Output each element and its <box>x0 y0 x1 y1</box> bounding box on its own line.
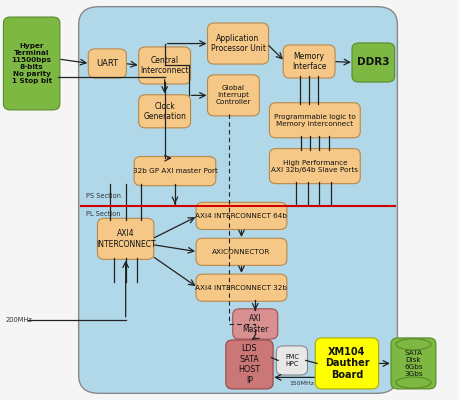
Text: PS Section: PS Section <box>85 193 120 199</box>
Text: 32b GP AXI master Port: 32b GP AXI master Port <box>132 168 217 174</box>
FancyBboxPatch shape <box>390 338 435 389</box>
FancyBboxPatch shape <box>139 47 190 84</box>
FancyBboxPatch shape <box>97 218 154 259</box>
Text: DDR3: DDR3 <box>356 58 389 68</box>
Text: Global
Interrupt
Controller: Global Interrupt Controller <box>215 85 251 105</box>
Text: AXI4 INTERCONNECT 64b: AXI4 INTERCONNECT 64b <box>195 213 287 219</box>
FancyBboxPatch shape <box>3 17 60 110</box>
FancyBboxPatch shape <box>88 49 126 78</box>
Text: AXI4
INTERCONNECT: AXI4 INTERCONNECT <box>95 229 155 248</box>
FancyBboxPatch shape <box>351 43 394 82</box>
Text: AXI4 INTERCONNECT 32b: AXI4 INTERCONNECT 32b <box>195 285 287 291</box>
Text: PL Section: PL Section <box>85 211 120 217</box>
FancyBboxPatch shape <box>283 45 334 78</box>
Text: LDS
SATA
HOST
IP: LDS SATA HOST IP <box>238 344 260 384</box>
Text: 200MHz: 200MHz <box>5 316 32 322</box>
FancyBboxPatch shape <box>232 309 277 339</box>
FancyBboxPatch shape <box>269 103 359 138</box>
FancyBboxPatch shape <box>269 148 359 184</box>
Text: XM104
Dauther
Board: XM104 Dauther Board <box>324 347 369 380</box>
Ellipse shape <box>395 339 430 350</box>
FancyBboxPatch shape <box>134 156 215 186</box>
FancyBboxPatch shape <box>196 202 286 230</box>
FancyBboxPatch shape <box>139 95 190 128</box>
FancyBboxPatch shape <box>207 75 259 116</box>
Text: Clock
Generation: Clock Generation <box>143 102 186 121</box>
FancyBboxPatch shape <box>196 238 286 265</box>
Text: AXICONNECTOR: AXICONNECTOR <box>212 249 270 255</box>
FancyBboxPatch shape <box>276 346 307 375</box>
Text: FMC
HPC: FMC HPC <box>284 354 298 367</box>
Text: 150MHz: 150MHz <box>289 380 314 386</box>
Text: High Performance
AXI 32b/64b Slave Ports: High Performance AXI 32b/64b Slave Ports <box>271 160 358 173</box>
Ellipse shape <box>395 377 430 388</box>
Text: Hyper
Terminal
11500bps
8-bits
No parity
1 Stop bit: Hyper Terminal 11500bps 8-bits No parity… <box>11 43 51 84</box>
FancyBboxPatch shape <box>225 340 273 389</box>
FancyBboxPatch shape <box>78 7 397 393</box>
FancyBboxPatch shape <box>196 274 286 301</box>
FancyBboxPatch shape <box>207 23 268 64</box>
FancyBboxPatch shape <box>314 338 378 389</box>
Text: UART: UART <box>96 59 118 68</box>
Text: SATA
Disk
6Gbs
3Gbs: SATA Disk 6Gbs 3Gbs <box>403 350 422 377</box>
Text: Application
Processor Unit: Application Processor Unit <box>210 34 265 53</box>
Text: AXI
Master: AXI Master <box>241 314 268 334</box>
Text: Memory
Interface: Memory Interface <box>291 52 325 71</box>
Text: Central
Interconnect: Central Interconnect <box>140 56 189 75</box>
Text: Programmable logic to
Memory interconnect: Programmable logic to Memory interconnec… <box>274 114 355 127</box>
